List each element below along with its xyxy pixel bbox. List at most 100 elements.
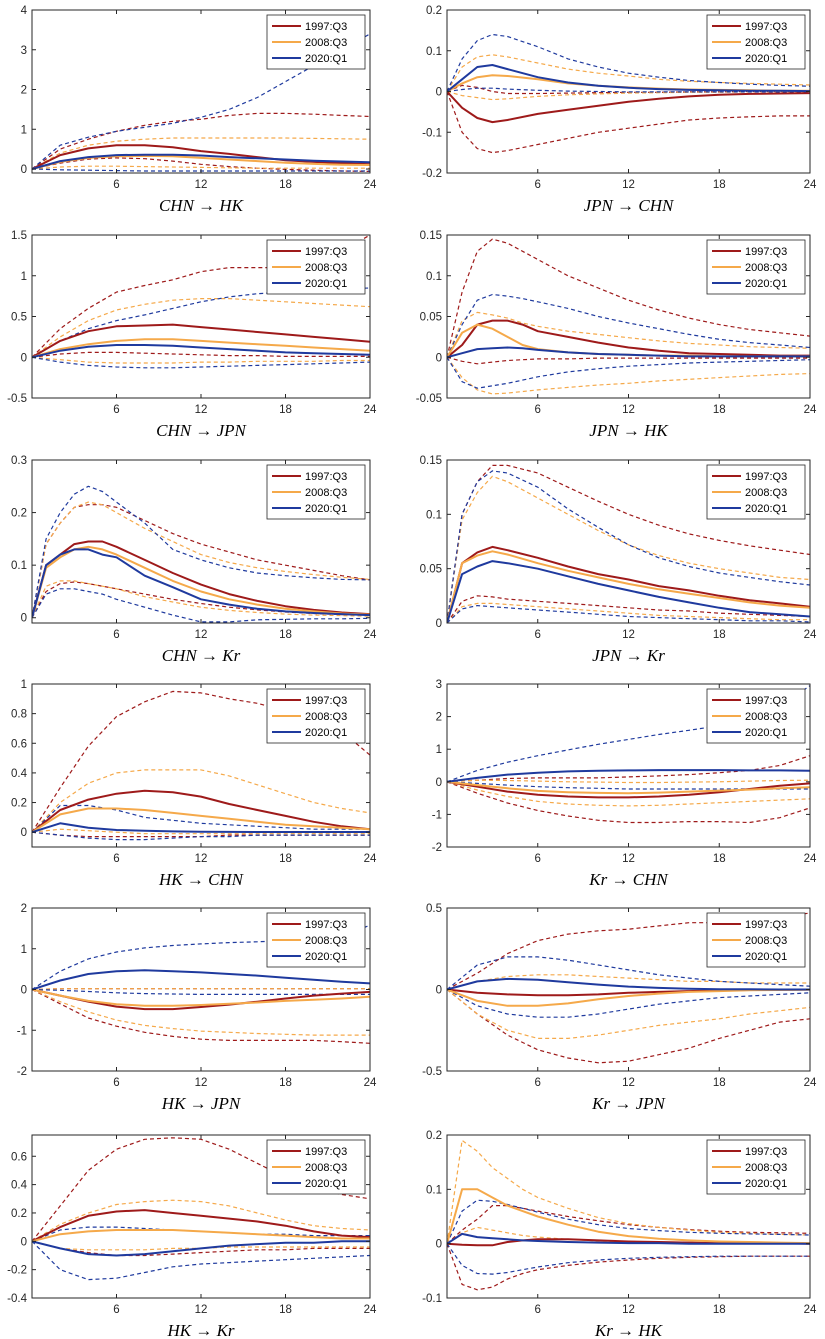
band-line-2020-q1 <box>32 1240 370 1281</box>
x-tick-label: 18 <box>713 404 726 416</box>
y-tick-label: 0.1 <box>426 1184 442 1196</box>
band-line-2020-q1 <box>32 33 370 170</box>
x-tick-label: 24 <box>804 629 817 641</box>
x-tick-label: 12 <box>195 853 208 865</box>
irf-line-2008-q3 <box>32 988 370 1007</box>
x-tick-label: 24 <box>364 1077 377 1089</box>
band-line-2008-q3 <box>32 828 370 835</box>
band-line-2008-q3 <box>447 90 810 101</box>
legend-label: 1997:Q3 <box>305 21 347 33</box>
y-tick-label: 0.8 <box>11 709 27 721</box>
x-tick-label: 18 <box>279 404 292 416</box>
band-line-2008-q3 <box>447 974 810 991</box>
band-line-2008-q3 <box>32 165 370 170</box>
legend-label: 2020:Q1 <box>745 53 787 65</box>
band-line-1997-q3 <box>447 595 810 623</box>
band-line-2020-q1 <box>447 87 810 93</box>
irf-line-2008-q3 <box>32 807 370 834</box>
legend-label: 2020:Q1 <box>745 1178 787 1190</box>
y-tick-label: 0.1 <box>426 46 442 58</box>
series-group <box>447 238 810 395</box>
band-line-1997-q3 <box>447 464 810 623</box>
y-tick-label: 0 <box>21 827 27 839</box>
irf-line-2008-q3 <box>32 1229 370 1243</box>
legend: 1997:Q3 2008:Q3 2020:Q1 <box>706 912 806 968</box>
legend-label: 1997:Q3 <box>745 471 787 483</box>
y-tick-label: 4 <box>21 5 28 17</box>
band-line-2008-q3 <box>32 988 370 1036</box>
band-line-1997-q3 <box>447 1243 810 1291</box>
legend-label: 2020:Q1 <box>305 278 347 290</box>
x-tick-label: 6 <box>535 1304 541 1316</box>
band-line-2008-q3 <box>447 311 810 358</box>
y-tick-label: 0.3 <box>11 455 27 467</box>
panel-label: HK → CHN <box>158 870 245 889</box>
band-line-2008-q3 <box>447 602 810 623</box>
x-tick-label: 24 <box>804 1304 817 1316</box>
irf-line-2020-q1 <box>32 153 370 170</box>
y-tick-label: 1 <box>436 744 442 756</box>
band-line-1997-q3 <box>32 1137 370 1242</box>
series-group <box>447 464 810 623</box>
band-line-2020-q1 <box>32 588 370 623</box>
y-tick-label: -0.1 <box>422 127 442 139</box>
x-tick-label: 18 <box>713 629 726 641</box>
band-line-1997-q3 <box>32 351 370 358</box>
band-line-2008-q3 <box>32 988 370 991</box>
y-tick-label: 0 <box>21 613 27 625</box>
legend-label: 2008:Q3 <box>745 262 787 274</box>
x-tick-label: 12 <box>622 1304 635 1316</box>
legend: 1997:Q3 2008:Q3 2020:Q1 <box>706 464 806 520</box>
legend-label: 2008:Q3 <box>745 487 787 499</box>
y-tick-label: 0 <box>21 352 27 364</box>
panel: 6 12 18 24 0 0.05 0.1 0.15 1997:Q3 2008:Q3 2020:Q1… <box>420 455 817 665</box>
legend-label: 2020:Q1 <box>305 53 347 65</box>
legend-label: 1997:Q3 <box>305 695 347 707</box>
band-line-2008-q3 <box>447 989 810 1040</box>
series-group <box>447 1139 810 1291</box>
panel-label: JPN → HK <box>589 421 669 440</box>
x-tick-label: 18 <box>279 1077 292 1089</box>
irf-line-2020-q1 <box>32 822 370 834</box>
irf-line-2008-q3 <box>32 338 370 359</box>
band-line-2008-q3 <box>447 779 810 784</box>
panel-label: HK → Kr <box>166 1321 234 1339</box>
legend: 1997:Q3 2008:Q3 2020:Q1 <box>266 239 366 295</box>
x-tick-label: 6 <box>113 629 119 641</box>
x-tick-label: 12 <box>195 629 208 641</box>
legend-label: 2008:Q3 <box>745 1162 787 1174</box>
x-tick-label: 6 <box>535 404 541 416</box>
x-tick-label: 12 <box>195 404 208 416</box>
legend-label: 1997:Q3 <box>745 246 787 258</box>
x-tick-label: 6 <box>113 853 119 865</box>
y-tick-label: -2 <box>432 842 442 854</box>
y-tick-label: 3 <box>21 45 27 57</box>
irf-line-1997-q3 <box>32 1209 370 1243</box>
legend-label: 1997:Q3 <box>305 471 347 483</box>
x-tick-label: 18 <box>713 853 726 865</box>
band-line-2020-q1 <box>32 924 370 991</box>
band-line-1997-q3 <box>32 157 370 172</box>
panel: 6 12 18 24 -0.05 0 0.05 0.1 0.15 1997:Q3 2008:Q3 20… <box>416 230 817 440</box>
band-line-2020-q1 <box>32 831 370 841</box>
y-tick-label: 0 <box>436 777 442 789</box>
legend-label: 2020:Q1 <box>745 503 787 515</box>
y-tick-label: 0.6 <box>11 1151 27 1163</box>
band-line-1997-q3 <box>32 112 370 170</box>
series-group <box>447 33 810 154</box>
x-tick-label: 18 <box>713 1077 726 1089</box>
legend-label: 2008:Q3 <box>745 37 787 49</box>
irf-line-2008-q3 <box>447 550 810 623</box>
band-line-2008-q3 <box>32 580 370 618</box>
x-tick-label: 24 <box>804 1077 817 1089</box>
irf-line-2020-q1 <box>447 769 810 783</box>
band-line-2020-q1 <box>447 604 810 623</box>
band-line-2020-q1 <box>32 287 370 358</box>
band-line-2020-q1 <box>447 988 810 1018</box>
y-tick-label: 0.5 <box>426 903 442 915</box>
legend-label: 2020:Q1 <box>305 1178 347 1190</box>
x-tick-label: 24 <box>364 629 377 641</box>
panel: 6 12 18 24 -0.2 -0.1 0 0.1 0.2 1997:Q3 2008:Q3 2020… <box>422 5 817 215</box>
y-tick-label: 1 <box>21 124 27 136</box>
y-tick-label: -0.2 <box>422 168 442 180</box>
